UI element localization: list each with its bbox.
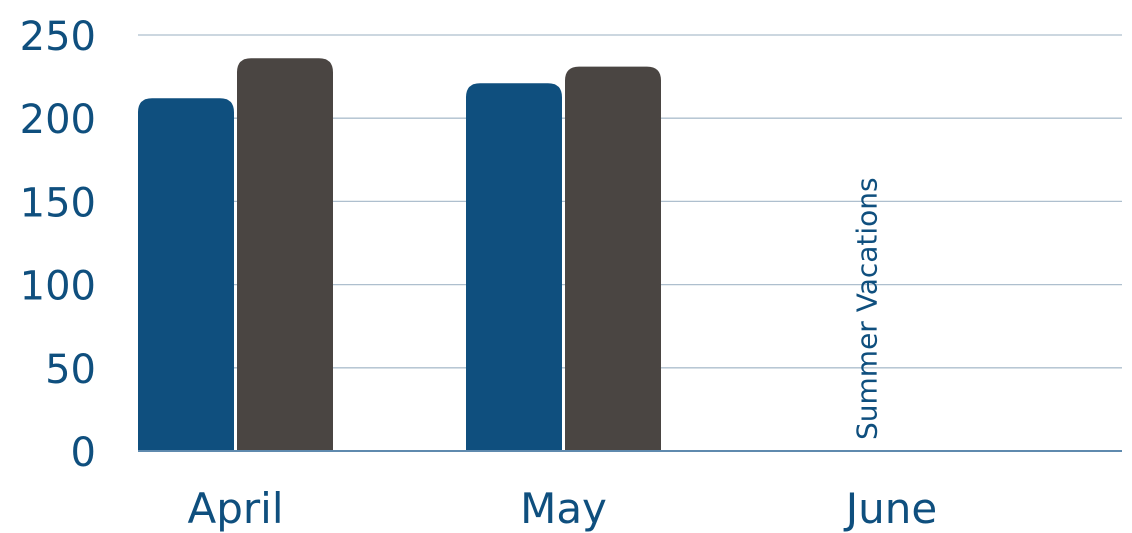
bar-may-series-1 [466, 83, 562, 452]
bar-april-series-2 [237, 58, 333, 452]
y-tick-label: 250 [20, 14, 96, 60]
x-category-label: May [520, 484, 607, 533]
annotation-label: Summer Vacations [851, 177, 884, 440]
y-tick-label: 150 [20, 180, 96, 226]
y-tick-label: 50 [45, 347, 96, 393]
y-axis-tick-labels: 0 50 100 150 200 250 [20, 14, 96, 476]
annotations: Summer Vacations [851, 177, 884, 440]
y-tick-label: 0 [71, 430, 96, 476]
x-category-label: April [188, 484, 284, 533]
y-tick-label: 200 [20, 97, 96, 143]
bars [138, 58, 661, 452]
x-category-label: June [843, 484, 937, 533]
bar-may-series-2 [565, 66, 661, 451]
bar-april-series-1 [138, 98, 234, 452]
x-axis-category-labels: April May June [188, 484, 938, 533]
y-tick-label: 100 [20, 264, 96, 310]
